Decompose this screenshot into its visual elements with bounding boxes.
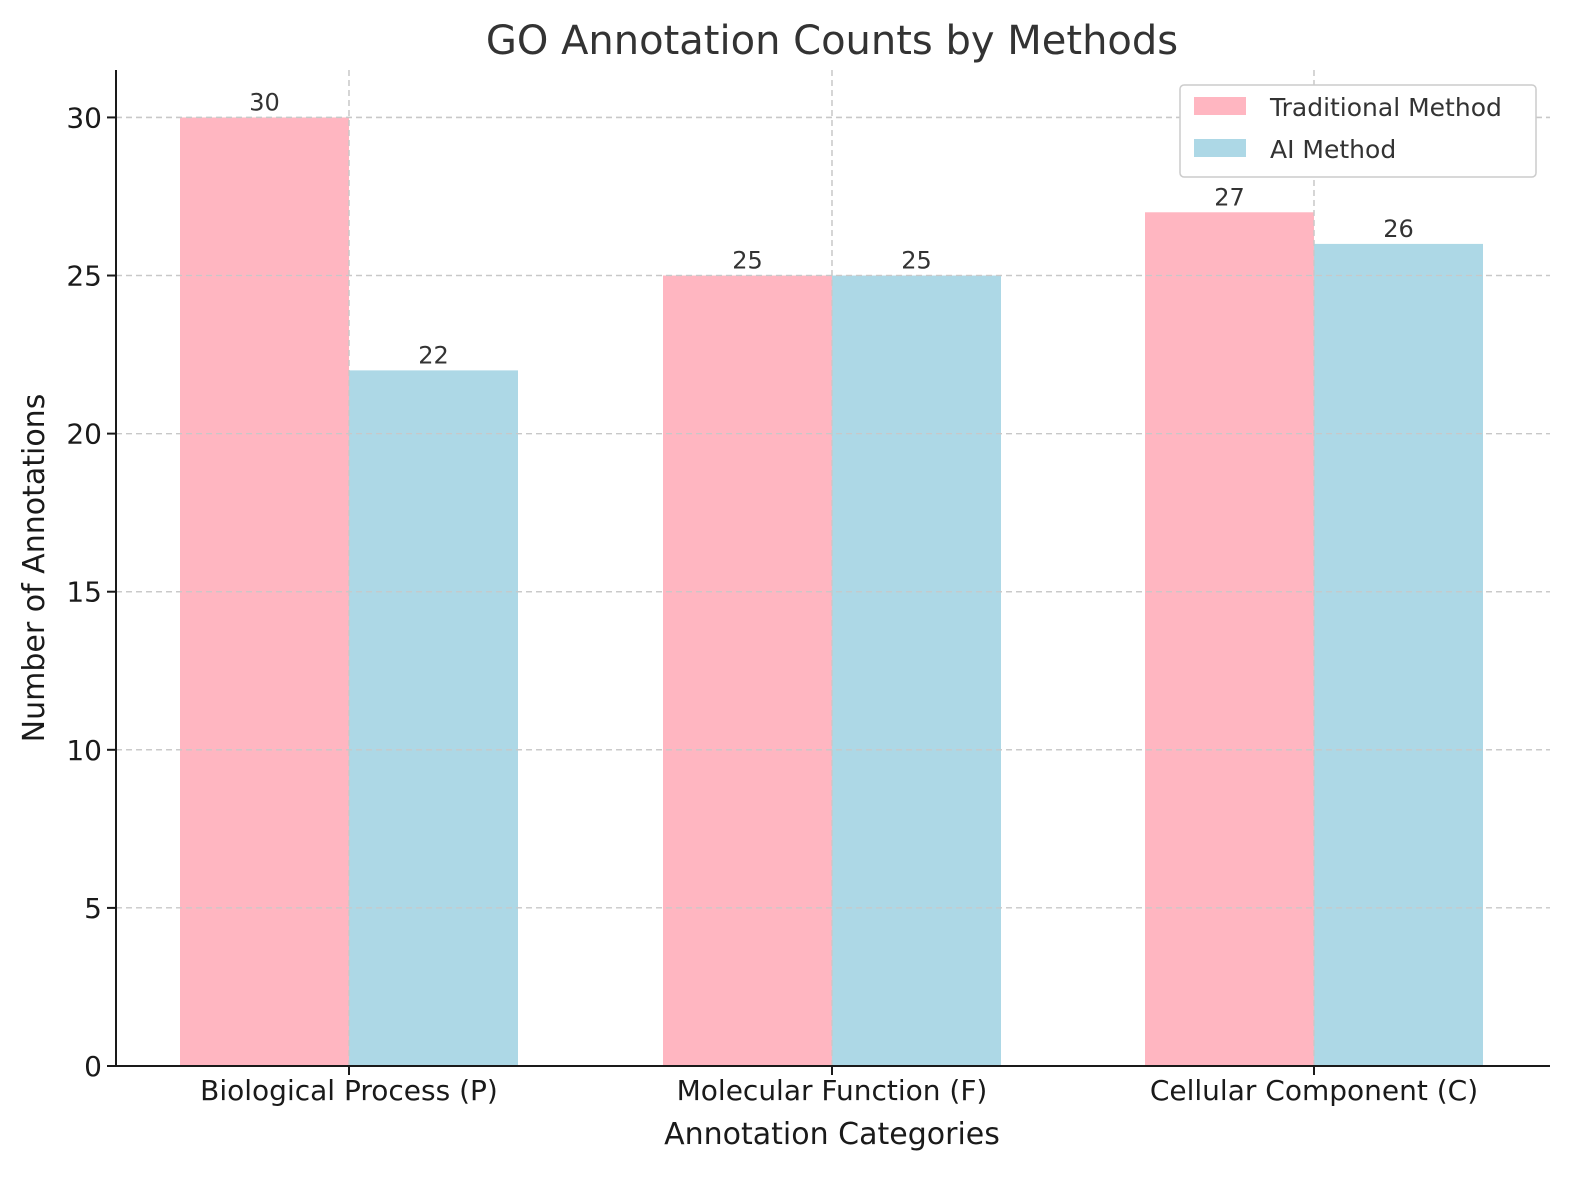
bar-ai-0 — [349, 370, 518, 1066]
data-label: 30 — [249, 88, 280, 116]
legend-swatch-ai — [1194, 139, 1246, 157]
bar-traditional-2 — [1145, 212, 1314, 1067]
bar-ai-2 — [1314, 243, 1483, 1066]
legend-label-traditional: Traditional Method — [1269, 93, 1502, 122]
y-tick-label: 5 — [84, 892, 102, 925]
data-label: 27 — [1214, 183, 1245, 211]
bar-traditional-1 — [663, 275, 832, 1066]
y-axis-label: Number of Annotations — [17, 394, 52, 743]
legend-swatch-traditional — [1194, 97, 1246, 115]
x-tick-label: Biological Process (P) — [200, 1074, 498, 1107]
data-label: 26 — [1383, 215, 1414, 243]
y-tick-label: 20 — [66, 418, 102, 451]
data-label: 25 — [732, 247, 763, 275]
y-tick-label: 25 — [66, 260, 102, 293]
y-tick-label: 30 — [66, 101, 102, 134]
y-tick-label: 0 — [84, 1050, 102, 1083]
x-axis-label: Annotation Categories — [664, 1117, 1000, 1152]
data-label: 25 — [901, 247, 932, 275]
bar-ai-1 — [832, 275, 1001, 1066]
bar-traditional-0 — [180, 117, 349, 1066]
chart-title: GO Annotation Counts by Methods — [486, 18, 1178, 64]
legend: Traditional Method AI Method — [1179, 84, 1537, 178]
x-tick-label: Molecular Function (F) — [677, 1074, 988, 1107]
axis-layer: 0 5 10 15 20 25 30 Biological Process (P) Molecu… — [66, 70, 1550, 1107]
data-label-layer: 30 25 27 22 25 26 — [116, 70, 1550, 1066]
data-label: 22 — [418, 341, 449, 369]
legend-box — [1179, 84, 1537, 178]
y-tick-label: 15 — [66, 576, 102, 609]
x-tick-label: Cellular Component (C) — [1150, 1074, 1478, 1107]
legend-label-ai: AI Method — [1270, 135, 1396, 164]
y-tick-label: 10 — [66, 734, 102, 767]
